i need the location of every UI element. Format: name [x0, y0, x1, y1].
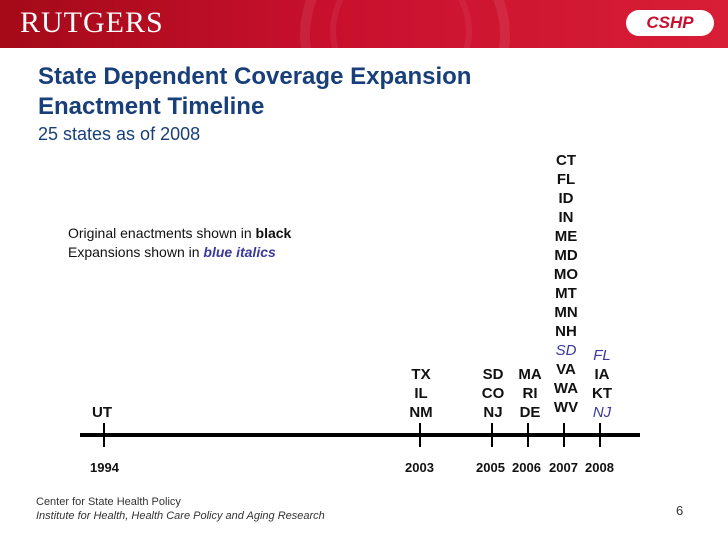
legend-line-expansion: Expansions shown in blue italics [68, 243, 291, 262]
state-label: MN [554, 304, 578, 321]
state-label: ME [554, 228, 578, 245]
tick-2008 [599, 423, 601, 447]
state-label: IN [558, 209, 574, 226]
legend-expansion-emph: blue italics [203, 244, 276, 260]
states-2005: SD CO NJ [478, 365, 508, 422]
year-label-2007: 2007 [549, 460, 578, 475]
slide-title: State Dependent Coverage Expansion Enact… [38, 62, 471, 122]
state-label: NJ [483, 404, 503, 421]
state-label: IL [414, 385, 428, 402]
state-label-expansion: SD [555, 342, 577, 359]
state-label-expansion: NJ [592, 404, 612, 421]
state-label: IA [594, 366, 610, 383]
title-line-2: Enactment Timeline [38, 93, 265, 120]
tick-1994 [103, 423, 105, 447]
year-label-2003: 2003 [405, 460, 434, 475]
state-label: CO [481, 385, 505, 402]
state-label: WV [553, 399, 579, 416]
state-label: MT [555, 285, 577, 302]
state-label: MD [554, 247, 578, 264]
tick-2007 [563, 423, 565, 447]
states-2006: MA RI DE [515, 365, 545, 422]
states-2007: CT FL ID IN ME MD MO MT MN NH SD VA WA W… [552, 151, 580, 417]
footer-institute: Institute for Health, Health Care Policy… [36, 510, 325, 522]
legend-expansion-text: Expansions shown in [68, 244, 204, 260]
state-label: FL [556, 171, 576, 188]
tick-2003 [419, 423, 421, 447]
state-label: SD [482, 366, 504, 383]
state-label: ID [558, 190, 574, 207]
tick-2006 [527, 423, 529, 447]
states-1994: UT [92, 403, 112, 422]
state-label: DE [519, 404, 541, 421]
cshp-logo: CSHP [626, 10, 714, 36]
state-label: VA [556, 361, 576, 378]
states-2003: TX IL NM [408, 365, 434, 422]
legend-line-original: Original enactments shown in black [68, 224, 291, 243]
tick-2005 [491, 423, 493, 447]
state-label: TX [411, 366, 431, 383]
year-label-1994: 1994 [90, 460, 119, 475]
states-2008: FL IA KT NJ [588, 346, 616, 422]
seal-watermark-icon [300, 0, 510, 48]
year-label-2008: 2008 [585, 460, 614, 475]
state-label: MO [553, 266, 579, 283]
state-label: KT [592, 385, 612, 402]
state-label: WA [553, 380, 579, 397]
legend-original-emph: black [255, 225, 292, 241]
timeline-axis [80, 433, 640, 437]
footer: Center for State Health Policy Institute… [36, 495, 325, 523]
legend: Original enactments shown in black Expan… [68, 224, 291, 262]
state-label: RI [522, 385, 538, 402]
rutgers-logo: RUTGERS [20, 6, 164, 39]
legend-original-text: Original enactments shown in [68, 225, 256, 241]
state-label: MA [518, 366, 542, 383]
state-label: UT [92, 404, 112, 421]
state-label: NM [409, 404, 433, 421]
state-label: CT [556, 152, 576, 169]
state-label-expansion: FL [593, 347, 611, 364]
footer-org: Center for State Health Policy [36, 496, 181, 508]
page-number: 6 [676, 503, 684, 518]
slide-subtitle: 25 states as of 2008 [38, 124, 201, 144]
state-label: NH [555, 323, 577, 340]
year-label-2005: 2005 [476, 460, 505, 475]
header-banner: RUTGERS CSHP [0, 0, 728, 48]
year-label-2006: 2006 [512, 460, 541, 475]
title-line-1: State Dependent Coverage Expansion [38, 63, 472, 90]
seal-watermark-inner-icon [330, 0, 472, 48]
